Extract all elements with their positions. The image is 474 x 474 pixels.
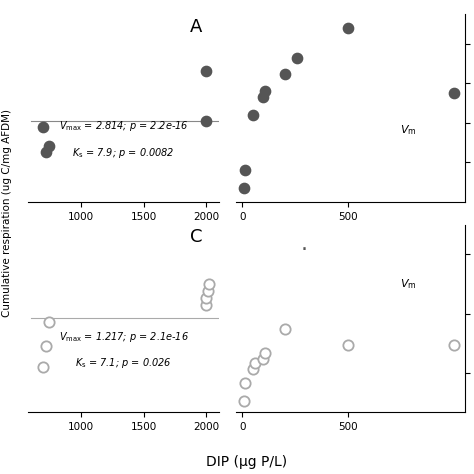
- Point: [203, 117, 210, 125]
- Point: [260, 355, 267, 363]
- Point: [344, 341, 352, 349]
- Text: $V_{\mathrm{m}}$: $V_{\mathrm{m}}$: [401, 123, 417, 137]
- Point: [249, 365, 256, 373]
- Point: [203, 294, 210, 301]
- Point: [45, 318, 52, 326]
- Point: [281, 70, 288, 77]
- Point: [42, 343, 50, 350]
- Point: [42, 148, 50, 156]
- Point: [262, 349, 269, 357]
- Point: [204, 287, 211, 294]
- Text: $V_{\mathrm{max}}$ = 1.217; $p$ = 2.1e-16: $V_{\mathrm{max}}$ = 1.217; $p$ = 2.1e-1…: [59, 330, 189, 344]
- Point: [251, 359, 259, 367]
- Point: [450, 90, 458, 97]
- Point: [240, 397, 248, 404]
- Text: C: C: [190, 228, 202, 246]
- Text: A: A: [190, 18, 202, 36]
- Point: [205, 280, 213, 288]
- Point: [260, 93, 267, 101]
- Text: DIP (μg P/L): DIP (μg P/L): [206, 455, 287, 469]
- Point: [450, 341, 458, 349]
- Text: $V_{\mathrm{max}}$ = 2.814; $p$ = 2.2e-16: $V_{\mathrm{max}}$ = 2.814; $p$ = 2.2e-1…: [59, 119, 189, 133]
- Point: [203, 67, 210, 74]
- Point: [281, 326, 288, 333]
- Point: [240, 184, 248, 192]
- Point: [203, 301, 210, 309]
- Point: [242, 166, 249, 174]
- Point: [40, 364, 47, 371]
- Point: [344, 24, 352, 32]
- Point: [242, 379, 249, 386]
- Point: [249, 111, 256, 119]
- Text: $K_{\mathrm{s}}$ = 7.1; $p$ = 0.026: $K_{\mathrm{s}}$ = 7.1; $p$ = 0.026: [75, 356, 172, 370]
- Text: $V_{\mathrm{m}}$: $V_{\mathrm{m}}$: [401, 277, 417, 291]
- Point: [40, 123, 47, 131]
- Text: $K_{\mathrm{s}}$ = 7.9; $p$ = 0.0082: $K_{\mathrm{s}}$ = 7.9; $p$ = 0.0082: [73, 146, 175, 160]
- Text: ·: ·: [301, 239, 308, 260]
- Text: Cumulative respiration (ug C/mg AFDM): Cumulative respiration (ug C/mg AFDM): [2, 109, 12, 317]
- Point: [262, 88, 269, 95]
- Point: [45, 142, 52, 149]
- Point: [293, 54, 301, 62]
